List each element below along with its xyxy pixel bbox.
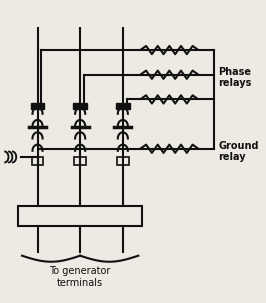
Bar xyxy=(32,157,43,165)
Text: Ground
relay: Ground relay xyxy=(219,141,259,162)
Text: To generator
terminals: To generator terminals xyxy=(49,266,111,288)
Bar xyxy=(74,157,86,165)
Bar xyxy=(117,157,129,165)
Text: Phase
relays: Phase relays xyxy=(219,67,252,88)
Bar xyxy=(18,206,142,225)
